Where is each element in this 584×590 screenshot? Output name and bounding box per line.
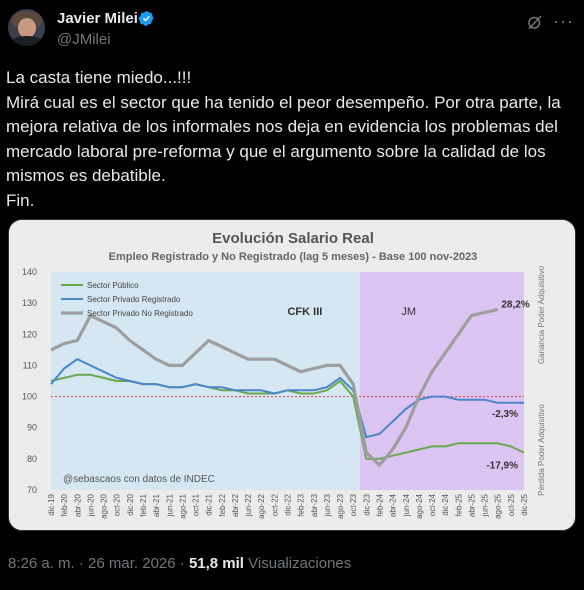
x-tick-label: ago-22 xyxy=(257,493,266,518)
period-label: CFK III xyxy=(287,306,322,318)
x-tick-label: dic-23 xyxy=(362,493,371,515)
tweet-line: mejora relativa de los informales nos de… xyxy=(6,117,558,136)
x-tick-label: dic-20 xyxy=(126,493,135,515)
period-label: JM xyxy=(401,306,416,318)
x-tick-label: ago-23 xyxy=(336,493,345,518)
x-tick-label: dic-21 xyxy=(205,493,214,515)
source-label: @sebascaos con datos de INDEC xyxy=(63,474,215,485)
grok-icon[interactable] xyxy=(526,13,544,31)
tweet-media-chart[interactable]: Evolución Salario Real Empleo Registrado … xyxy=(8,219,576,531)
views-label: Visualizaciones xyxy=(248,555,352,572)
y-tick-label: 140 xyxy=(22,267,37,277)
tweet-text: La casta tiene miedo...!!! Mirá cual es … xyxy=(6,66,578,213)
tweet-time[interactable]: 8:26 a. m. · 26 mar. 2026 · xyxy=(8,555,185,572)
author-name[interactable]: Javier Milei xyxy=(57,10,138,27)
x-tick-label: jun-25 xyxy=(481,493,490,517)
x-tick-label: jun-24 xyxy=(402,493,411,517)
x-tick-label: abr-23 xyxy=(310,493,319,517)
y-tick-label: 120 xyxy=(22,329,37,339)
side-label-top: Ganancia Poder Adquisitivo xyxy=(537,265,546,364)
x-tick-label: ago-20 xyxy=(100,493,109,518)
chart-subtitle: Empleo Registrado y No Registrado (lag 5… xyxy=(109,251,478,263)
x-tick-label: oct-21 xyxy=(192,493,201,516)
y-tick-label: 100 xyxy=(22,392,37,402)
x-tick-label: feb-20 xyxy=(60,493,69,516)
x-tick-label: jun-22 xyxy=(244,493,253,517)
x-tick-label: oct-22 xyxy=(270,493,279,516)
tweet-meta: 8:26 a. m. · 26 mar. 2026 · 51,8 mil Vis… xyxy=(8,555,351,572)
series-end-label: -17,9% xyxy=(486,461,518,472)
x-tick-label: feb-24 xyxy=(375,493,384,516)
x-tick-label: dic-22 xyxy=(284,493,293,515)
x-tick-label: feb-21 xyxy=(139,493,148,516)
avatar-suit xyxy=(10,36,44,46)
series-line-3 xyxy=(50,307,499,467)
x-tick-label: dic-25 xyxy=(520,493,529,515)
tweet-line: Fin. xyxy=(6,190,35,210)
x-tick-label: oct-20 xyxy=(113,493,122,516)
y-tick-label: 70 xyxy=(27,485,37,495)
more-icon[interactable]: ··· xyxy=(553,11,574,31)
x-tick-label: jun-23 xyxy=(323,493,332,517)
y-tick-label: 110 xyxy=(23,360,37,370)
x-tick-label: oct-24 xyxy=(428,493,437,516)
x-tick-label: jun-21 xyxy=(165,493,174,517)
x-tick-label: feb-23 xyxy=(297,493,306,516)
y-tick-label: 90 xyxy=(27,423,37,433)
x-tick-label: abr-20 xyxy=(73,493,82,517)
y-tick-label: 80 xyxy=(27,454,37,464)
tweet-line: Mirá cual es el sector que ha tenido el … xyxy=(6,92,561,112)
tweet-line: mismos es debatible. xyxy=(6,166,166,185)
x-tick-label: dic-19 xyxy=(47,493,56,515)
legend-label: Sector Público xyxy=(87,281,139,290)
tweet-line: La casta tiene miedo...!!! xyxy=(6,68,192,87)
x-tick-label: ago-25 xyxy=(494,493,503,518)
verified-badge-icon xyxy=(138,11,154,26)
series-end-label: 28,2% xyxy=(501,299,529,310)
side-label-bottom: Pérdida Poder Adquisitivo xyxy=(537,404,546,496)
x-tick-label: jun-20 xyxy=(86,493,95,517)
tweet-line: mercado laboral pre-reforma y que el arg… xyxy=(6,141,546,161)
series-end-label: -2,3% xyxy=(492,409,518,420)
x-tick-label: abr-24 xyxy=(389,493,398,517)
legend-label: Sector Privado No Registrado xyxy=(87,309,193,318)
avatar-face xyxy=(18,18,36,38)
x-tick-label: abr-21 xyxy=(152,493,161,517)
y-tick-label: 130 xyxy=(22,298,37,308)
x-tick-label: ago-24 xyxy=(415,493,424,518)
x-tick-label: oct-23 xyxy=(349,493,358,516)
x-tick-label: ago-21 xyxy=(178,493,187,518)
x-tick-label: dic-24 xyxy=(441,493,450,515)
x-tick-label: abr-25 xyxy=(467,493,476,517)
x-tick-label: feb-25 xyxy=(454,493,463,516)
period-bg-cfk xyxy=(51,272,360,490)
series-line-2 xyxy=(50,358,524,439)
views-count: 51,8 mil xyxy=(188,555,244,572)
chart-title: Evolución Salario Real xyxy=(212,230,374,247)
x-tick-label: oct-25 xyxy=(507,493,516,516)
legend-label: Sector Privado Registrado xyxy=(87,295,181,304)
chart: Evolución Salario Real Empleo Registrado … xyxy=(9,220,575,530)
x-tick-label: feb-22 xyxy=(218,493,227,516)
author-avatar[interactable] xyxy=(8,9,45,46)
x-tick-label: abr-22 xyxy=(231,493,240,517)
author-handle[interactable]: @JMilei xyxy=(57,31,111,48)
